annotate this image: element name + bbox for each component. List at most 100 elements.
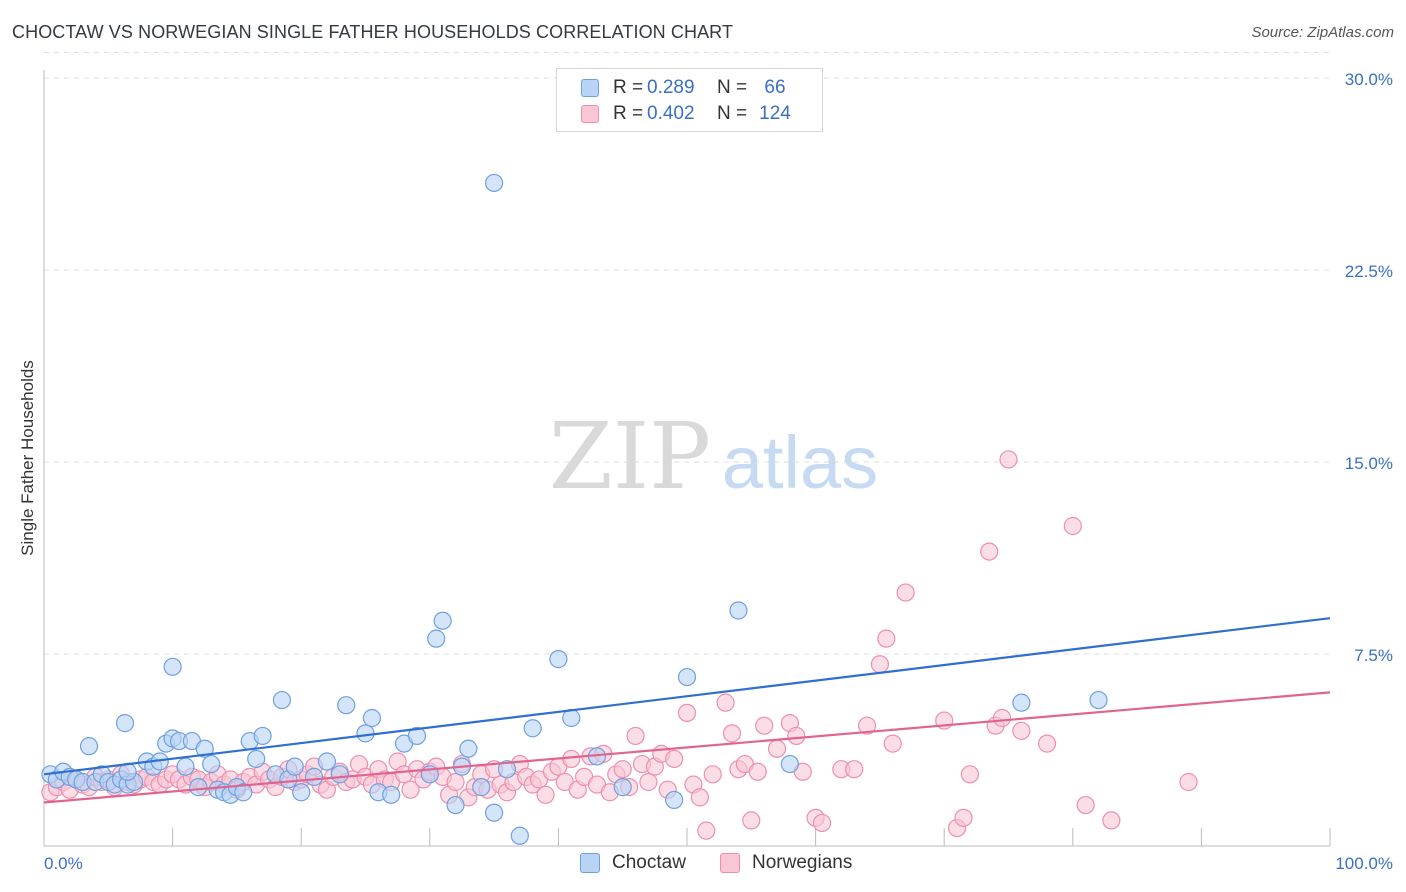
choctaw-point (317, 752, 337, 771)
choctaw-swatch (580, 853, 600, 873)
norwegian-point (954, 808, 973, 827)
norwegian-point (536, 785, 555, 804)
norwegian-point (992, 708, 1012, 728)
legend-label-choctaw: Choctaw (612, 852, 686, 873)
norwegian-point (716, 693, 735, 712)
choctaw-point (234, 783, 253, 802)
y-tick-label: 7.5% (1354, 646, 1393, 665)
legend-r-label: R = (613, 77, 644, 98)
choctaw-point (407, 726, 427, 746)
axes (43, 70, 1331, 847)
choctaw-point (729, 601, 748, 620)
choctaw-point (330, 765, 349, 784)
norwegian-point (742, 811, 761, 830)
norwegian-point (722, 724, 742, 743)
norwegian-trend-line (43, 691, 1331, 804)
choctaw-point (247, 749, 266, 769)
grid-lines (44, 51, 1330, 655)
choctaw-point (285, 757, 304, 776)
legend-r-value: 0.402 (647, 103, 695, 124)
choctaw-point (1012, 693, 1031, 712)
choctaw-point (472, 778, 491, 797)
norwegian-point (1076, 795, 1095, 815)
choctaw-point (382, 785, 401, 804)
choctaw-point (189, 778, 208, 797)
correlation-legend: R = 0.289 N = 66 R = 0.402 N = 124 (556, 68, 823, 132)
choctaw-point (176, 757, 195, 776)
chart-source: Source: ZipAtlas.com (1251, 24, 1394, 41)
choctaw-point (195, 739, 214, 758)
norwegian-point (883, 734, 902, 753)
norwegian-point (767, 739, 787, 758)
legend-n-label: N = (717, 77, 748, 98)
choctaw-point (485, 803, 504, 822)
y-tick-label: 22.5% (1345, 262, 1393, 281)
watermark-atlas: atlas (722, 421, 878, 504)
watermark: ZIP atlas (549, 403, 878, 510)
choctaw-point (362, 708, 382, 728)
norwegian-point (677, 703, 697, 722)
choctaw-point (272, 690, 292, 710)
norwegian-point (960, 765, 980, 784)
norwegians-swatch (720, 853, 740, 873)
norwegian-point (401, 780, 420, 799)
legend-n-value: 66 (764, 77, 786, 98)
legend-item-norwegians[interactable]: Norwegians (720, 852, 852, 874)
choctaw-point (780, 754, 799, 774)
norwegian-point (626, 726, 645, 746)
norwegian-point (665, 749, 684, 769)
choctaw-point (356, 724, 375, 743)
tick-labels: 7.5% 15.0% 22.5% 30.0% 0.0% 100.0% (44, 70, 1393, 873)
choctaw-point (549, 650, 568, 669)
choctaw-swatch (581, 79, 599, 97)
norwegian-point (639, 772, 658, 792)
choctaw-point (523, 719, 542, 738)
legend-r-value: 0.289 (647, 77, 695, 98)
choctaw-trend-line (43, 617, 1331, 776)
norwegian-point (896, 583, 915, 602)
norwegian-point (755, 716, 774, 735)
choctaw-point (497, 760, 517, 779)
norwegian-point (703, 765, 722, 784)
legend-n-label: N = (717, 103, 748, 124)
norwegians-swatch (581, 105, 599, 123)
choctaw-point (337, 696, 356, 715)
legend-item-choctaw[interactable]: Choctaw (580, 852, 686, 874)
choctaw-point (163, 657, 182, 676)
choctaw-point (292, 783, 311, 802)
series-legend: Choctaw Norwegians (0, 852, 1406, 878)
legend-row-norwegians: R = 0.402 N = 124 (581, 102, 797, 126)
norwegian-point (1037, 734, 1057, 753)
legend-row-choctaw: R = 0.289 N = 66 (581, 76, 797, 100)
y-tick-label: 30.0% (1345, 70, 1393, 89)
norwegian-point (690, 788, 709, 807)
norwegian-point (787, 726, 806, 746)
norwegian-point (999, 450, 1018, 469)
choctaw-point (459, 739, 478, 758)
choctaw-point (79, 737, 99, 756)
norwegian-point (877, 629, 896, 648)
choctaw-point (1089, 690, 1108, 710)
choctaw-point (485, 173, 504, 193)
choctaw-point (115, 714, 135, 733)
choctaw-point (202, 754, 221, 774)
norwegian-point (748, 762, 767, 781)
legend-n-value: 124 (759, 103, 791, 124)
norwegian-point (845, 760, 864, 779)
legend-label-norwegians: Norwegians (752, 852, 853, 873)
norwegian-point (1102, 811, 1121, 830)
trend-lines (43, 617, 1331, 804)
x-tick-label: 100.0% (1335, 854, 1393, 873)
norwegian-point (446, 772, 465, 792)
legend-r-label: R = (613, 103, 644, 124)
norwegian-point (1063, 516, 1082, 536)
norwegian-point (1179, 772, 1198, 792)
norwegian-point (870, 655, 890, 674)
norwegian-point (980, 542, 999, 561)
choctaw-point (677, 667, 697, 687)
norwegian-point (697, 821, 716, 840)
norwegian-point (613, 760, 632, 779)
choctaw-point (433, 611, 452, 630)
norwegian-point (857, 716, 877, 735)
